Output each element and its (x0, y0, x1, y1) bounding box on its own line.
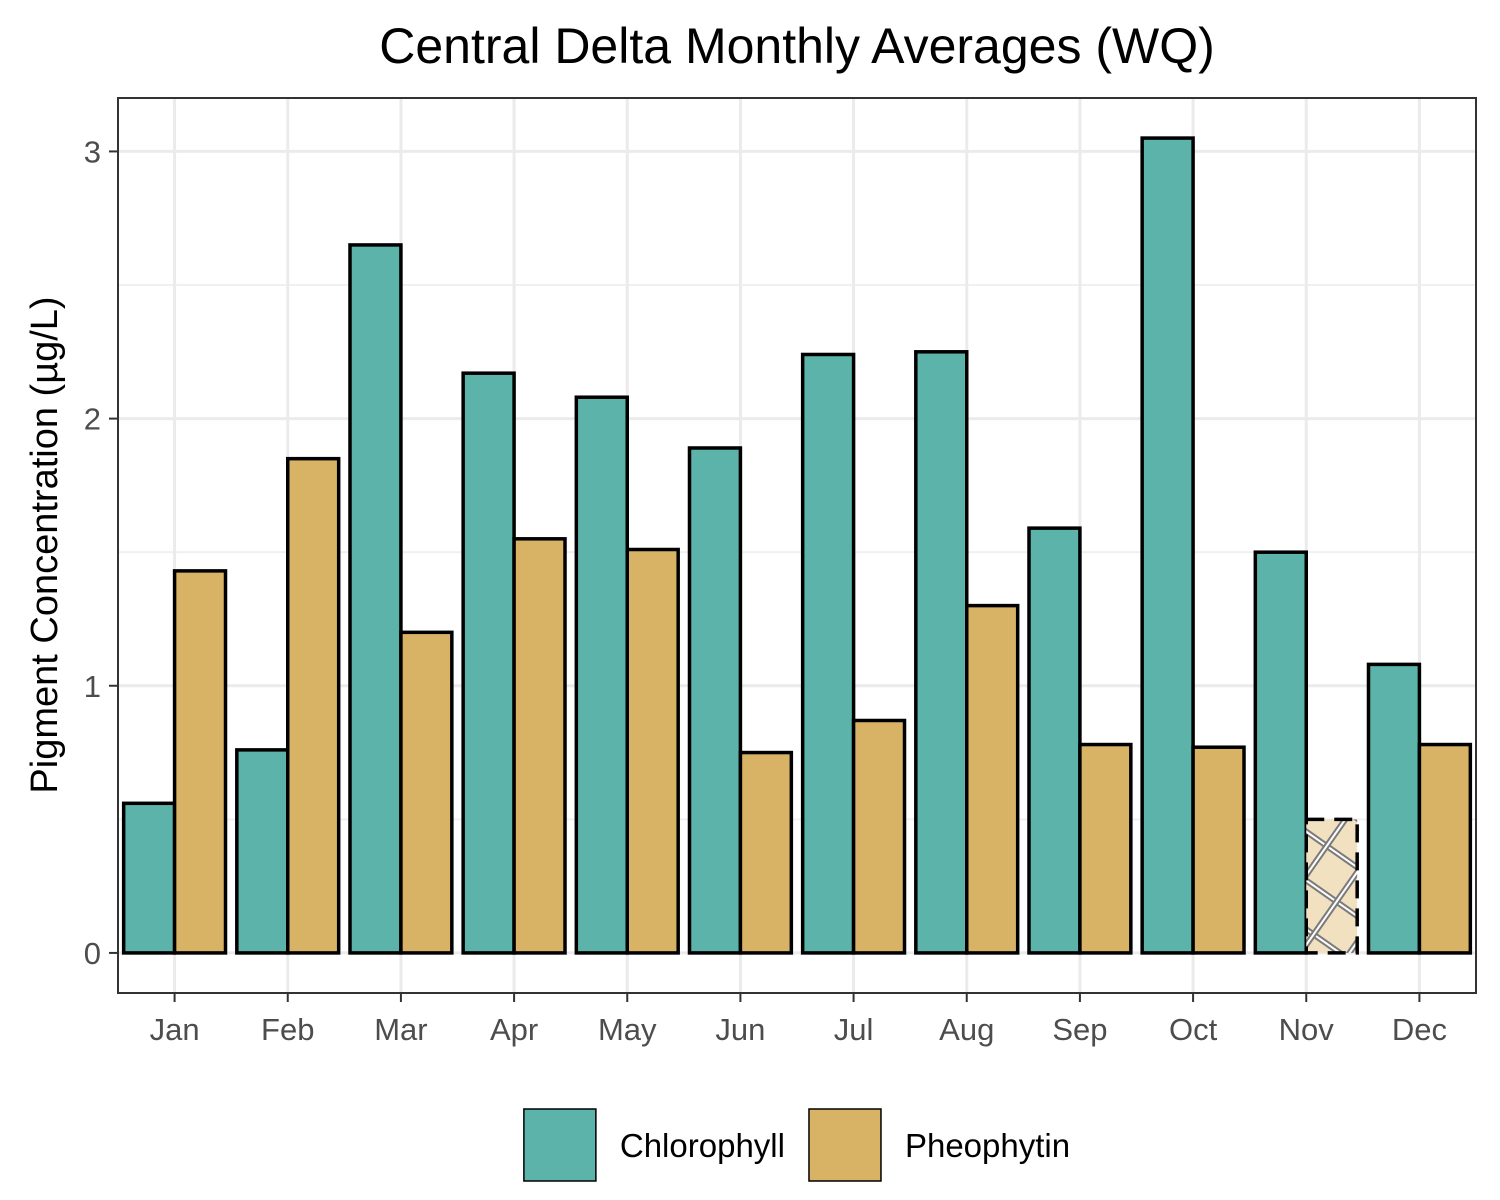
bar-pheophytin-dec (1417, 742, 1473, 955)
bar-pheophytin-jul (851, 718, 907, 955)
x-tick-label: Aug (939, 1012, 994, 1047)
x-tick-label: Jun (715, 1012, 765, 1047)
x-tick-label: Jul (834, 1012, 874, 1047)
x-tick-label: Mar (374, 1012, 427, 1047)
chart-title: Central Delta Monthly Averages (WQ) (379, 18, 1215, 74)
panel-border (117, 97, 1477, 994)
legend-key-chlorophyll (523, 1108, 597, 1182)
legend-label-pheophytin: Pheophytin (905, 1127, 1070, 1164)
x-tick-label: Jan (150, 1012, 200, 1047)
y-tick-label: 2 (84, 402, 101, 437)
bar-pheophytin-feb (286, 456, 341, 955)
bar-chlorophyll-oct (1140, 136, 1195, 955)
y-axis-label: Pigment Concentration (µg/L) (24, 296, 66, 793)
bar-chlorophyll-jan (121, 801, 177, 955)
bar-pheophytin-sep (1078, 742, 1133, 955)
bar-chlorophyll-may (574, 395, 630, 955)
x-tick-label: May (598, 1012, 657, 1047)
bar-pheophytin-nov (1304, 817, 1359, 955)
x-tick-label: Oct (1169, 1012, 1218, 1047)
plot-panel (118, 98, 1476, 993)
legend-key-pheophytin (808, 1108, 882, 1182)
x-tick-label: Dec (1392, 1012, 1447, 1047)
bar-chlorophyll-mar (348, 243, 403, 955)
bar-pheophytin-apr (512, 537, 567, 955)
bar-pheophytin-jun (738, 750, 794, 955)
bar-pheophytin-may (625, 547, 680, 955)
bar-pheophytin-mar (399, 630, 454, 955)
y-tick-label: 0 (84, 936, 101, 971)
bar-chlorophyll-sep (1027, 526, 1082, 955)
bar-chlorophyll-aug (914, 350, 969, 955)
legend: Chlorophyll Pheophytin (523, 1108, 1070, 1182)
axes: 0 1 2 3 Jan Feb Mar Apr May Jun Jul Aug Sep Oct Nov Dec (84, 97, 1477, 1047)
bar-chlorophyll-nov (1253, 550, 1308, 955)
bar-chlorophyll-feb (235, 748, 290, 955)
bar-chlorophyll-apr (461, 371, 516, 955)
bar-pheophytin-oct (1191, 745, 1246, 955)
bar-chlorophyll-dec (1366, 662, 1422, 955)
bar-pheophytin-jan (172, 569, 228, 955)
y-tick-label: 1 (84, 669, 101, 704)
legend-label-chlorophyll: Chlorophyll (620, 1127, 785, 1164)
bar-chlorophyll-jun (687, 446, 743, 955)
bar-chlorophyll-jul (800, 352, 856, 955)
bars (121, 136, 1473, 955)
x-tick-label: Feb (261, 1012, 314, 1047)
x-tick-label: Sep (1052, 1012, 1107, 1047)
bar-pheophytin-aug (965, 603, 1020, 955)
x-tick-label: Nov (1279, 1012, 1335, 1047)
x-tick-label: Apr (490, 1012, 538, 1047)
y-tick-label: 3 (84, 134, 101, 169)
